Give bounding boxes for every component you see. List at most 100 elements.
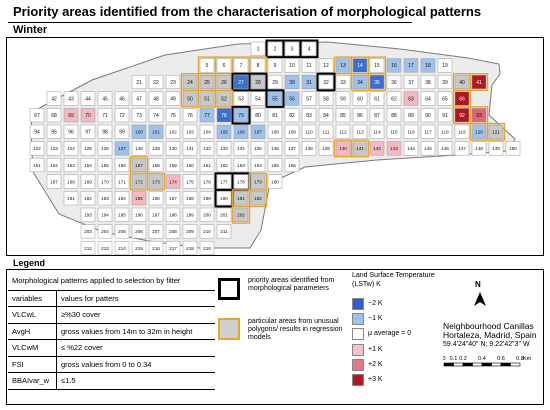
cell-number: 187	[169, 196, 177, 201]
cell-fill	[80, 191, 96, 206]
cell-fill	[301, 124, 317, 139]
cell-number: 124	[67, 146, 75, 151]
criteria-heading: Morphological patterns applied to select…	[8, 272, 215, 291]
cell-number: 175	[186, 179, 194, 184]
grid-cell-197: 197	[148, 207, 164, 222]
cell-number: 112	[339, 130, 347, 135]
grid-cell-15: 15	[369, 58, 385, 73]
map-frame	[6, 37, 544, 256]
cell-fill	[267, 141, 283, 156]
grid-cell-40: 40	[454, 74, 470, 90]
grid-cell-179: 179	[250, 174, 266, 189]
north-arrow-icon	[474, 292, 486, 306]
cell-number: 121	[492, 130, 500, 135]
grid-cell-79: 79	[233, 108, 249, 123]
cell-number: 25	[204, 80, 210, 86]
cell-number: 2	[274, 47, 277, 53]
grid-cell-142: 142	[369, 141, 385, 156]
cell-fill	[148, 240, 164, 256]
grid-cell-25: 25	[199, 74, 215, 90]
grid-cell-105: 105	[216, 124, 232, 139]
cell-fill	[165, 240, 181, 256]
cell-fill	[250, 74, 266, 90]
cell-number: 196	[135, 213, 143, 218]
criteria-table: Morphological patterns applied to select…	[8, 272, 215, 390]
cell-fill	[97, 157, 113, 173]
cell-number: 108	[271, 130, 279, 135]
grid-cell-27: 27	[233, 74, 249, 90]
cell-number: 141	[356, 146, 364, 151]
grid-cell-170: 170	[97, 174, 113, 189]
criteria-var: VLCwL	[8, 306, 57, 324]
cell-number: 180	[271, 179, 279, 184]
grid-cell-10: 10	[284, 58, 300, 73]
cell-number: 139	[322, 146, 330, 151]
location-text: Hortaleza, Madrid, Spain	[443, 330, 537, 340]
cell-fill	[199, 124, 215, 139]
cell-fill	[182, 124, 198, 139]
cell-fill	[352, 58, 368, 73]
cell-fill	[182, 191, 198, 206]
cell-fill	[131, 91, 147, 106]
cell-fill	[437, 91, 453, 106]
cell-number: 120	[475, 130, 483, 135]
grid-cell-95: 95	[46, 124, 62, 139]
particular-area-outline	[350, 139, 370, 158]
north-label: N	[475, 280, 481, 289]
cell-fill	[131, 207, 147, 222]
grid-cell-138: 138	[301, 141, 317, 156]
grid-cell-41: 41	[471, 74, 487, 90]
cell-number: 178	[237, 179, 245, 184]
cell-number: 26	[221, 80, 227, 86]
grid-cell-78: 78	[216, 108, 232, 123]
cell-fill	[216, 108, 232, 123]
grid-cell-43: 43	[63, 91, 79, 106]
grid-cell-151: 151	[29, 157, 45, 173]
cell-number: 182	[84, 196, 92, 201]
cell-number: 123	[50, 146, 58, 151]
lst-item: −1 K	[352, 313, 412, 326]
cell-number: 185	[135, 196, 143, 201]
cell-number: 131	[186, 146, 194, 151]
cell-fill	[335, 141, 351, 156]
cell-fill	[403, 124, 419, 139]
grid-cell-51: 51	[199, 91, 215, 106]
cell-fill	[437, 124, 453, 139]
cell-number: 28	[255, 80, 261, 86]
cell-number: 210	[203, 229, 211, 234]
grid-cell-84: 84	[318, 108, 334, 123]
cell-fill	[216, 124, 232, 139]
cell-number: 93	[476, 113, 482, 119]
particular-area-outline	[367, 72, 387, 91]
cell-fill	[114, 207, 130, 222]
cell-fill	[403, 108, 419, 123]
grid-cell-7: 7	[233, 58, 249, 73]
cell-number: 70	[85, 113, 91, 119]
cell-number: 197	[152, 213, 160, 218]
cell-number: 37	[408, 80, 414, 86]
grid-cell-67: 67	[29, 108, 45, 123]
grid-cell-63: 63	[403, 91, 419, 106]
cell-number: 173	[152, 179, 160, 184]
grid-cell-112: 112	[335, 124, 351, 139]
grid-cell-219: 219	[199, 240, 215, 256]
cell-number: 189	[203, 196, 211, 201]
cell-fill	[182, 141, 198, 156]
cell-fill	[454, 124, 470, 139]
lst-swatch	[352, 359, 364, 371]
grid-cell-23: 23	[165, 74, 181, 90]
grid-cell-119: 119	[454, 124, 470, 139]
cell-fill	[267, 91, 283, 106]
cell-number: 170	[101, 179, 109, 184]
cell-number: 98	[102, 130, 108, 136]
cell-number: 183	[101, 196, 109, 201]
cell-number: 52	[221, 96, 227, 102]
cell-number: 164	[254, 163, 262, 168]
grid-cell-111: 111	[318, 124, 334, 139]
cell-number: 43	[68, 96, 74, 102]
grid-cell-205: 205	[114, 224, 130, 239]
cell-fill	[352, 124, 368, 139]
cell-number: 137	[288, 146, 296, 151]
grid-cell-136: 136	[267, 141, 283, 156]
grid-cell-116: 116	[403, 124, 419, 139]
